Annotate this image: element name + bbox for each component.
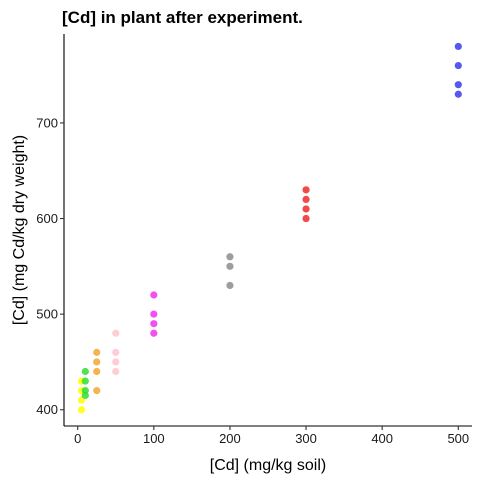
data-point-50 <box>112 358 120 366</box>
chart-title: [Cd] in plant after experiment. <box>62 8 303 27</box>
data-point-200 <box>226 253 234 261</box>
data-point-500 <box>454 90 462 98</box>
y-tick-label: 400 <box>36 402 58 417</box>
points-layer <box>77 42 462 414</box>
x-tick-label: 500 <box>447 431 469 446</box>
data-point-500 <box>454 61 462 70</box>
data-point-10 <box>81 377 89 385</box>
data-point-100 <box>150 291 158 299</box>
data-point-10 <box>81 367 89 376</box>
data-point-200 <box>226 281 234 290</box>
data-point-200 <box>226 262 234 270</box>
y-tick-label: 600 <box>36 211 58 226</box>
x-tick-label: 400 <box>371 431 393 446</box>
data-point-300 <box>302 186 310 194</box>
data-point-300 <box>302 214 310 223</box>
data-point-500 <box>454 42 462 51</box>
data-point-25 <box>93 358 101 366</box>
data-point-300 <box>302 195 310 204</box>
data-point-10 <box>81 387 89 395</box>
x-tick-label: 300 <box>295 431 317 446</box>
data-point-25 <box>93 348 101 356</box>
data-point-25 <box>93 387 101 395</box>
x-tick-label: 100 <box>143 431 165 446</box>
x-axis-ticks: 0 100 200 300 400 500 <box>74 426 469 446</box>
y-axis-label: [Cd] (mg Cd/kg dry weight) <box>11 135 28 325</box>
data-point-50 <box>112 367 120 376</box>
data-point-100 <box>150 320 158 328</box>
y-axis-ticks: 400 500 600 700 <box>36 115 64 417</box>
data-point-50 <box>112 348 120 356</box>
y-tick-label: 500 <box>36 307 58 322</box>
x-tick-label: 0 <box>74 431 81 446</box>
data-point-25 <box>93 367 101 376</box>
data-point-0 <box>77 406 86 414</box>
y-tick-label: 700 <box>36 115 58 130</box>
data-point-50 <box>112 329 120 337</box>
x-tick-label: 200 <box>219 431 241 446</box>
data-point-100 <box>150 310 158 318</box>
data-point-100 <box>150 329 158 337</box>
data-point-300 <box>302 205 310 213</box>
data-point-500 <box>454 81 462 89</box>
x-axis-label: [Cd] (mg/kg soil) <box>210 457 326 474</box>
